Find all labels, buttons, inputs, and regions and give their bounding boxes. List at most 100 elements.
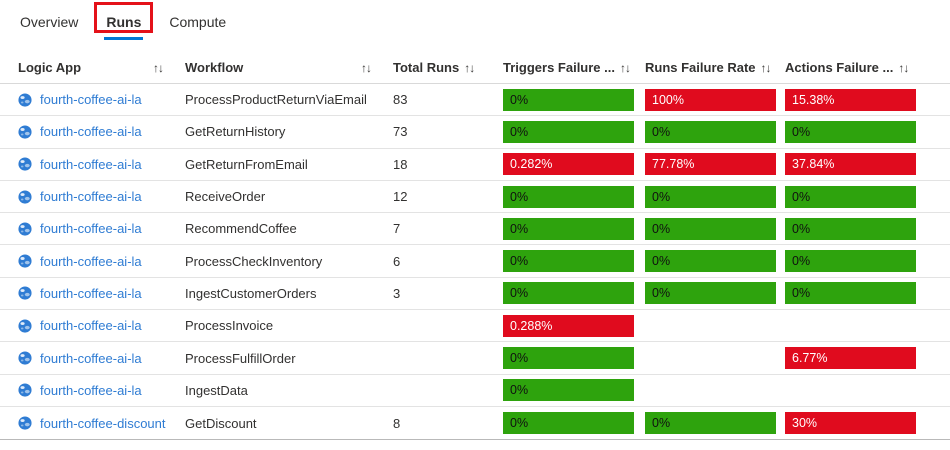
failure-rate-badge: 0% [785,217,916,240]
logic-app-cell: fourth-coffee-ai-la [18,286,185,301]
failure-rate-badge: 0% [503,379,634,402]
column-header-total-runs[interactable]: Total Runs ↑↓ [393,52,503,84]
failure-rate-badge: 0% [645,250,776,273]
tab-compute[interactable]: Compute [169,14,227,30]
logic-app-icon [18,351,32,365]
total-runs-cell: 12 [393,189,408,205]
logic-app-icon [18,383,32,397]
triggers-failure-cell: 0% [503,282,645,305]
failure-rate-badge: 0% [503,88,634,111]
tab-runs[interactable]: Runs [94,2,154,40]
logic-app-cell: fourth-coffee-ai-la [18,318,185,333]
actions-failure-cell: 6.77% [785,347,950,370]
workflow-cell: IngestCustomerOrders [185,285,317,301]
failure-rate-badge: 0% [645,412,776,435]
workflow-cell: GetReturnFromEmail [185,156,308,172]
logic-app-cell: fourth-coffee-ai-la [18,221,185,236]
failure-rate-badge: 0% [785,250,916,273]
column-label: Runs Failure Rate [645,60,756,75]
tab-bar: Overview Runs Compute [0,0,950,40]
column-header-actions-failure[interactable]: Actions Failure ... ↑↓ [785,52,950,84]
logic-app-link[interactable]: fourth-coffee-ai-la [40,189,142,205]
column-label: Logic App [18,60,82,75]
sort-icon[interactable]: ↑↓ [361,61,372,75]
failure-rate-badge: 0% [645,120,776,143]
table-row[interactable]: fourth-coffee-ai-la GetReturnFromEmail 1… [0,149,950,181]
logic-app-link[interactable]: fourth-coffee-ai-la [40,221,142,237]
logic-app-link[interactable]: fourth-coffee-ai-la [40,382,142,398]
sort-icon[interactable]: ↑↓ [760,61,772,75]
failure-rate-badge: 37.84% [785,153,916,176]
column-label: Total Runs [393,60,460,75]
actions-failure-cell: 0% [785,120,950,143]
logic-app-link[interactable]: fourth-coffee-ai-la [40,124,142,140]
table-row[interactable]: fourth-coffee-ai-la ProcessCheckInventor… [0,245,950,278]
table-row[interactable]: fourth-coffee-ai-la GetReturnHistory 73 … [0,116,950,149]
logic-app-icon [18,93,32,107]
column-header-runs-failure-rate[interactable]: Runs Failure Rate ↑↓ [645,52,785,84]
runs-failure-cell: 100% [645,88,785,111]
triggers-failure-cell: 0% [503,88,645,111]
triggers-failure-cell: 0% [503,379,645,402]
workflow-cell: GetDiscount [185,415,257,431]
sort-icon[interactable]: ↑↓ [153,61,164,75]
column-label: Triggers Failure ... [503,60,615,75]
failure-rate-badge: 0% [785,120,916,143]
table-row[interactable]: fourth-coffee-ai-la RecommendCoffee 7 0%… [0,213,950,246]
logic-app-cell: fourth-coffee-ai-la [18,383,185,398]
logic-app-icon [18,125,32,139]
triggers-failure-cell: 0% [503,217,645,240]
table-row[interactable]: fourth-coffee-ai-la IngestData 0% [0,375,950,407]
triggers-failure-cell: 0% [503,120,645,143]
workflow-cell: IngestData [185,382,248,398]
table-body: fourth-coffee-ai-la ProcessProductReturn… [0,84,950,439]
logic-app-cell: fourth-coffee-ai-la [18,351,185,366]
logic-app-link[interactable]: fourth-coffee-ai-la [40,318,142,334]
workflow-cell: RecommendCoffee [185,221,297,237]
table-row[interactable]: fourth-coffee-ai-la ProcessInvoice 0.288… [0,310,950,343]
failure-rate-badge: 0% [645,282,776,305]
runs-failure-cell: 0% [645,185,785,208]
table-row[interactable]: fourth-coffee-ai-la ProcessFulfillOrder … [0,342,950,375]
logic-app-link[interactable]: fourth-coffee-discount [40,415,166,431]
logic-app-cell: fourth-coffee-ai-la [18,157,185,172]
logic-app-icon [18,319,32,333]
actions-failure-cell: 0% [785,282,950,305]
table-row[interactable]: fourth-coffee-ai-la ProcessProductReturn… [0,84,950,117]
triggers-failure-cell: 0% [503,412,645,435]
failure-rate-badge: 0% [645,185,776,208]
failure-rate-badge: 0% [503,120,634,143]
failure-rate-badge: 15.38% [785,88,916,111]
column-header-workflow[interactable]: Workflow ↑↓ [185,52,393,84]
logic-app-link[interactable]: fourth-coffee-ai-la [40,350,142,366]
tab-overview[interactable]: Overview [20,14,79,30]
failure-rate-badge: 0.288% [503,314,634,337]
column-header-triggers-failure[interactable]: Triggers Failure ... ↑↓ [503,52,645,84]
table-header-row: Logic App ↑↓ Workflow ↑↓ Total Runs ↑↓ T… [0,52,950,84]
actions-failure-cell: 0% [785,185,950,208]
failure-rate-badge: 100% [645,88,776,111]
logic-app-link[interactable]: fourth-coffee-ai-la [40,92,142,108]
failure-rate-badge: 6.77% [785,347,916,370]
failure-rate-badge: 0% [645,217,776,240]
runs-failure-cell: 0% [645,282,785,305]
total-runs-cell: 3 [393,285,401,301]
sort-icon[interactable]: ↑↓ [898,61,909,75]
logic-app-cell: fourth-coffee-ai-la [18,189,185,204]
failure-rate-badge: 30% [785,412,916,435]
column-header-logic-app[interactable]: Logic App ↑↓ [18,52,185,84]
failure-rate-badge: 0% [785,185,916,208]
logic-app-link[interactable]: fourth-coffee-ai-la [40,156,142,172]
table-row[interactable]: fourth-coffee-discount GetDiscount 8 0% … [0,407,950,439]
runs-failure-cell: 0% [645,412,785,435]
triggers-failure-cell: 0% [503,347,645,370]
triggers-failure-cell: 0.282% [503,153,645,176]
table-row[interactable]: fourth-coffee-ai-la ReceiveOrder 12 0% 0… [0,181,950,214]
workflow-cell: ProcessFulfillOrder [185,350,296,366]
logic-app-link[interactable]: fourth-coffee-ai-la [40,253,142,269]
sort-icon[interactable]: ↑↓ [619,61,631,75]
sort-icon[interactable]: ↑↓ [464,61,475,75]
logic-app-link[interactable]: fourth-coffee-ai-la [40,285,142,301]
actions-failure-cell: 15.38% [785,88,950,111]
table-row[interactable]: fourth-coffee-ai-la IngestCustomerOrders… [0,278,950,311]
